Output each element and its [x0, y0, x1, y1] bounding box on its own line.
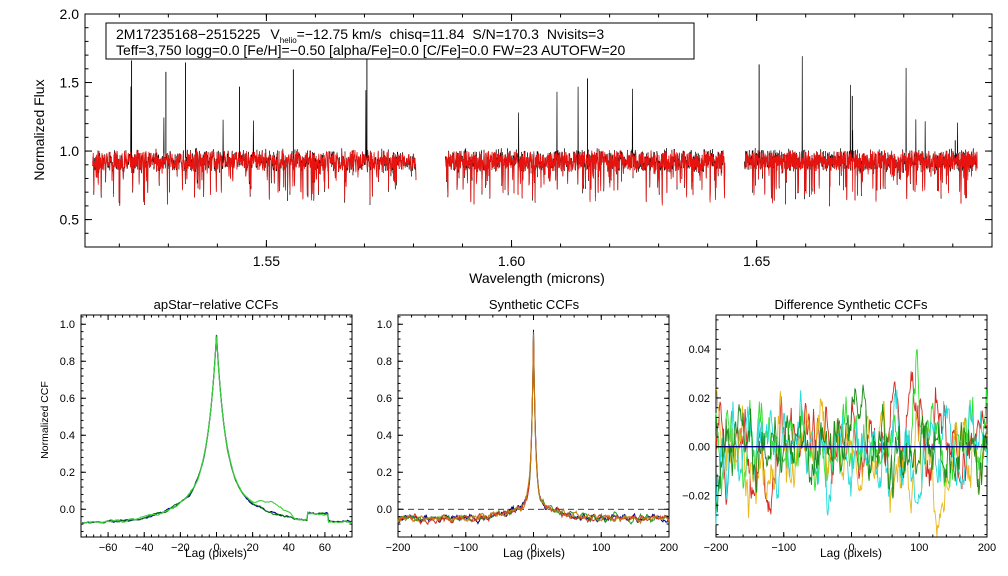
ccf-synthetic-ccf-4-line	[397, 334, 670, 525]
x-tick-label: 0	[848, 542, 854, 554]
spectrum-x-label: Wavelength (microns)	[469, 270, 605, 286]
chisq-value: chisq=11.84	[390, 26, 465, 42]
x-tick-label: −200	[704, 542, 729, 554]
spectrum-annotation-box	[105, 22, 695, 60]
star-id: 2M17235168−2515225	[116, 26, 261, 42]
spectrum-model-line	[744, 150, 978, 204]
nvisits-value: Nvisits=3	[547, 26, 604, 42]
y-tick-label: 0.04	[689, 344, 710, 356]
spectrum-panel: 1.55 1.60 1.65 0.5 1.0 1.5 2.0 2M17235168−2515…	[31, 6, 993, 286]
x-tick-label: 1.65	[743, 253, 770, 269]
x-tick-label: 100	[592, 542, 610, 554]
ccf-apstar-panel: −60 −40 −20 0 20 40 60 0.0 0.2 0.4 0.6 0.8 1.0 apSta…	[39, 297, 353, 560]
ccf-synthetic-ccf-3-line	[397, 331, 670, 526]
x-tick-label: 1.60	[498, 253, 525, 269]
y-tick-label: 0.2	[60, 467, 75, 479]
ccf-apstar-title: apStar−relative CCFs	[154, 297, 279, 312]
x-tick-label: −20	[171, 542, 190, 554]
v-sub: helio	[280, 36, 297, 45]
x-tick-label: 200	[660, 542, 678, 554]
ccf-difference-title: Difference Synthetic CCFs	[775, 297, 928, 312]
v-value: =−12.75 km/s	[297, 26, 382, 42]
ccf-difference-plot-area	[715, 349, 988, 537]
ccf-synthetic-x-label: Lag (pixels)	[503, 546, 565, 560]
y-tick-label: 0.4	[60, 430, 75, 442]
ccf-difference-diff-5-line	[715, 384, 988, 513]
ccf-apstar-plot-area	[80, 334, 353, 525]
x-tick-label: 0	[213, 542, 219, 554]
y-tick-label: 1.0	[377, 319, 392, 331]
x-tick-label: −200	[386, 542, 411, 554]
y-tick-label: 0.6	[377, 393, 392, 405]
y-tick-label: 0.0	[377, 504, 392, 516]
ccf-difference-diff-3-line	[715, 388, 988, 537]
ccf-difference-diff-4-line	[715, 389, 988, 525]
spectrum-axes-frame	[84, 13, 993, 248]
spectrum-y-label: Normalized Flux	[31, 79, 47, 180]
y-tick-label: −0.02	[682, 490, 710, 502]
ccf-synthetic-title: Synthetic CCFs	[489, 297, 580, 312]
y-tick-label: 0.4	[377, 430, 392, 442]
ccf-difference-ticks: −200 −100 0 100 200 −0.02 0.00 0.02 0.04	[682, 315, 996, 554]
v-label: V	[270, 26, 280, 42]
ccf-apstar-x-label: Lag (pixels)	[185, 546, 247, 560]
y-tick-label: 1.5	[60, 74, 80, 90]
y-tick-label: 0.0	[60, 504, 75, 516]
ccf-apstar-y-label: Normalized CCF	[39, 381, 51, 459]
annotation-line-2: Teff=3,750 logg=0.0 [Fe/H]=−0.50 [alpha/…	[116, 42, 625, 58]
spectrum-ticks: 1.55 1.60 1.65 0.5 1.0 1.5 2.0	[60, 6, 992, 269]
ccf-apstar-ccf-3-line	[80, 336, 353, 524]
y-tick-label: 1.0	[60, 319, 75, 331]
y-tick-label: 0.8	[377, 356, 392, 368]
x-tick-label: −100	[453, 542, 478, 554]
ccf-apstar-ticks: −60 −40 −20 0 20 40 60 0.0 0.2 0.4 0.6 0.8 1.0	[60, 315, 352, 554]
spectrum-plot-area	[91, 48, 978, 207]
y-tick-label: 0.5	[60, 211, 80, 227]
ccf-synthetic-panel: −200 −100 0 100 200 0.0 0.2 0.4 0.6 0.8 1.0 Synthe…	[377, 297, 678, 560]
x-tick-label: 200	[978, 542, 996, 554]
ccf-difference-panel: −200 −100 0 100 200 −0.02 0.00 0.02 0.04 Differe…	[682, 297, 996, 560]
x-tick-label: 40	[283, 542, 295, 554]
x-tick-label: 1.55	[253, 253, 280, 269]
y-tick-label: 0.8	[60, 356, 75, 368]
snr-value: S/N=170.3	[472, 26, 539, 42]
x-tick-label: 60	[319, 542, 331, 554]
y-tick-label: 0.00	[689, 442, 710, 454]
x-tick-label: −60	[99, 542, 118, 554]
x-tick-label: −40	[135, 542, 154, 554]
y-tick-label: 1.0	[60, 143, 80, 159]
spectrum-model-line	[444, 149, 726, 206]
x-tick-label: 20	[247, 542, 259, 554]
ccf-synthetic-plot-area	[397, 329, 670, 526]
y-tick-label: 0.2	[377, 467, 392, 479]
x-tick-label: 0	[530, 542, 536, 554]
y-tick-label: 2.0	[60, 6, 80, 22]
spectrum-model-line	[91, 149, 417, 205]
ccf-apstar-ccf-2-line	[80, 334, 353, 525]
ccf-difference-x-label: Lag (pixels)	[820, 546, 882, 560]
ccf-difference-diff-2-line	[715, 349, 988, 497]
ccf-synthetic-ticks: −200 −100 0 100 200 0.0 0.2 0.4 0.6 0.8 1.0	[377, 315, 678, 554]
annotation-line-1: 2M17235168−2515225 Vhelio=−12.75 km/s chis…	[116, 26, 604, 45]
y-tick-label: 0.02	[689, 393, 710, 405]
x-tick-label: −100	[771, 542, 796, 554]
y-tick-label: 0.6	[60, 393, 75, 405]
x-tick-label: 100	[910, 542, 928, 554]
